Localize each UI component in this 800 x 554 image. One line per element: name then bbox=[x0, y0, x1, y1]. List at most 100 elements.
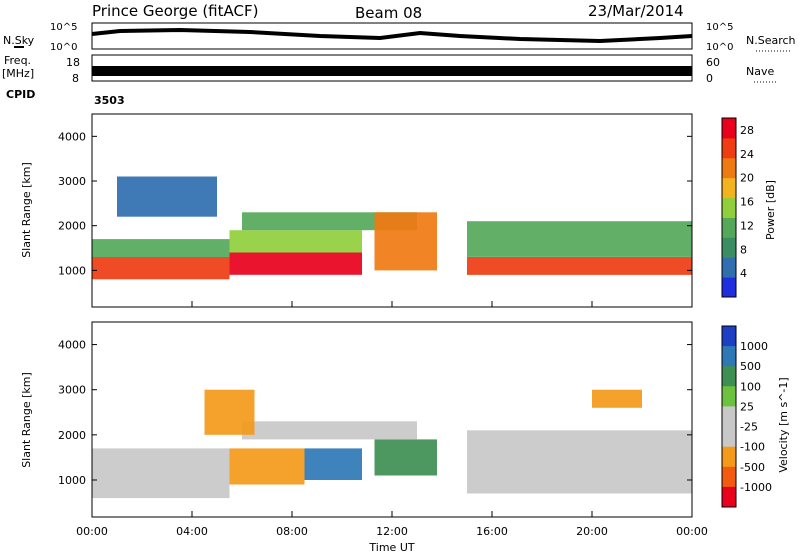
power-band-4 bbox=[242, 212, 417, 231]
power-band-7 bbox=[467, 221, 692, 257]
colorbar-tick-label-2: 100 bbox=[740, 380, 761, 393]
nsky-trace bbox=[91, 27, 693, 44]
freq-trace bbox=[92, 66, 692, 76]
power-band-2 bbox=[229, 252, 362, 275]
colorbar-tick-label-6: -500 bbox=[740, 461, 765, 474]
colorbar-swatch-1 bbox=[722, 346, 736, 367]
colorbar-tick-label-3: 16 bbox=[740, 196, 754, 209]
power-band-3 bbox=[229, 230, 362, 253]
velocity-band-2 bbox=[304, 448, 362, 480]
power-y-axis: 1000 2000 3000 4000 bbox=[58, 130, 692, 277]
freq-tick-bottom: 8 bbox=[72, 72, 79, 85]
colorbar-tick-label-6: 28 bbox=[740, 124, 754, 137]
power-band-0 bbox=[92, 257, 230, 280]
power-colorbar-label: Power [dB] bbox=[764, 180, 777, 240]
velocity-band-4 bbox=[242, 421, 417, 440]
colorbar-swatch-7 bbox=[722, 137, 736, 159]
colorbar-tick-label-0: 1000 bbox=[740, 340, 768, 353]
nsearch-tick-top: 10^5 bbox=[706, 22, 733, 33]
velocity-y-axis: 1000 2000 3000 4000 bbox=[58, 339, 692, 487]
y-tick-label-4000: 4000 bbox=[58, 339, 86, 352]
colorbar-tick-label-7: -1000 bbox=[740, 481, 772, 494]
colorbar-tick-label-0: 4 bbox=[740, 267, 747, 280]
x-tick-label-4: 16:00 bbox=[476, 525, 508, 538]
nave-label: Nave bbox=[746, 65, 774, 78]
cpid-label: CPID bbox=[6, 88, 35, 101]
x-axis-title: Time UT bbox=[368, 541, 414, 554]
colorbar-swatch-4 bbox=[722, 406, 736, 427]
power-band-5 bbox=[374, 212, 437, 271]
colorbar-tick-label-4: 20 bbox=[740, 172, 754, 185]
velocity-colorbar-label: Velocity [m s^-1] bbox=[777, 377, 790, 472]
nsearch-label: N.Search bbox=[746, 34, 796, 47]
x-tick-label-6: 00:00 bbox=[676, 525, 708, 538]
x-tick-label-0: 00:00 bbox=[76, 525, 108, 538]
colorbar-frame bbox=[721, 325, 737, 508]
velocity-data-marks bbox=[92, 389, 692, 499]
velocity-band-0 bbox=[92, 448, 230, 499]
colorbar-frame bbox=[721, 117, 737, 298]
colorbar-tick-label-1: 500 bbox=[740, 360, 761, 373]
velocity-band-6 bbox=[204, 389, 255, 435]
x-tick-label-5: 20:00 bbox=[576, 525, 608, 538]
colorbar-swatch-8 bbox=[722, 486, 736, 508]
velocity-band-1 bbox=[229, 448, 305, 485]
power-data-marks bbox=[92, 176, 692, 280]
x-tick-label-1: 04:00 bbox=[176, 525, 208, 538]
colorbar-swatch-0 bbox=[722, 326, 736, 347]
power-y-label: Slant Range [km] bbox=[20, 162, 33, 258]
colorbar-tick-label-1: 8 bbox=[740, 243, 747, 256]
station-title: Prince George (fitACF) bbox=[92, 2, 258, 20]
colorbar-swatch-5 bbox=[722, 426, 736, 448]
y-tick-label-2000: 2000 bbox=[58, 429, 86, 442]
y-tick-label-4000: 4000 bbox=[58, 130, 86, 143]
power-band-1 bbox=[92, 239, 230, 257]
velocity-band-5 bbox=[467, 430, 692, 494]
colorbar-swatch-2 bbox=[722, 237, 736, 258]
nsearch-tick-bottom: 10^0 bbox=[706, 42, 733, 53]
nave-tick-bottom: 0 bbox=[706, 72, 713, 85]
date-title: 23/Mar/2014 bbox=[588, 2, 684, 20]
x-tick-label-2: 08:00 bbox=[276, 525, 308, 538]
y-tick-label-3000: 3000 bbox=[58, 175, 86, 188]
velocity-colorbar: 1000 500 100 25 -25 -100 -500 -1000 bbox=[721, 325, 772, 508]
colorbar-swatch-0 bbox=[722, 277, 736, 298]
y-tick-label-1000: 1000 bbox=[58, 474, 86, 487]
colorbar-swatch-8 bbox=[722, 118, 736, 139]
nsky-tick-top: 10^5 bbox=[50, 22, 77, 33]
time-axis: 00:00 04:00 08:00 12:00 16:00 20:00 00:00 bbox=[76, 301, 708, 538]
velocity-band-3 bbox=[374, 439, 437, 476]
colorbar-swatch-4 bbox=[722, 197, 736, 218]
colorbar-tick-label-5: 24 bbox=[740, 148, 754, 161]
colorbar-swatch-1 bbox=[722, 257, 736, 278]
nsky-tick-bottom: 10^0 bbox=[50, 42, 77, 53]
colorbar-swatch-3 bbox=[722, 386, 736, 407]
colorbar-swatch-6 bbox=[722, 157, 736, 179]
colorbar-swatch-7 bbox=[722, 466, 736, 488]
y-tick-label-1000: 1000 bbox=[58, 264, 86, 277]
colorbar-swatch-2 bbox=[722, 366, 736, 387]
y-tick-label-2000: 2000 bbox=[58, 220, 86, 233]
power-band-8 bbox=[117, 176, 217, 217]
colorbar-swatch-3 bbox=[722, 217, 736, 238]
freq-label-1: Freq. bbox=[4, 54, 31, 67]
power-band-6 bbox=[467, 257, 692, 275]
colorbar-swatch-6 bbox=[722, 446, 736, 468]
colorbar-swatch-5 bbox=[722, 177, 736, 199]
colorbar-tick-label-2: 12 bbox=[740, 219, 754, 232]
beam-title: Beam 08 bbox=[355, 4, 422, 22]
colorbar-tick-label-4: -25 bbox=[740, 421, 758, 434]
nsky-label: N.Sky bbox=[3, 34, 35, 47]
colorbar-tick-label-3: 25 bbox=[740, 400, 754, 413]
y-tick-label-3000: 3000 bbox=[58, 384, 86, 397]
power-panel: 1000 2000 3000 4000 Slant Range [km] 4 8 12 16… bbox=[20, 113, 777, 308]
x-tick-label-3: 12:00 bbox=[376, 525, 408, 538]
cpid-value: 3503 bbox=[94, 94, 125, 107]
colorbar-tick-label-5: -100 bbox=[740, 441, 765, 454]
freq-tick-top: 18 bbox=[66, 56, 80, 69]
velocity-panel: 1000 2000 3000 4000 Slant Range [km] 1000 50… bbox=[20, 321, 790, 518]
power-colorbar: 4 8 12 16 20 24 28 bbox=[721, 117, 754, 298]
velocity-y-label: Slant Range [km] bbox=[20, 372, 33, 468]
freq-label-2: [MHz] bbox=[2, 67, 34, 80]
